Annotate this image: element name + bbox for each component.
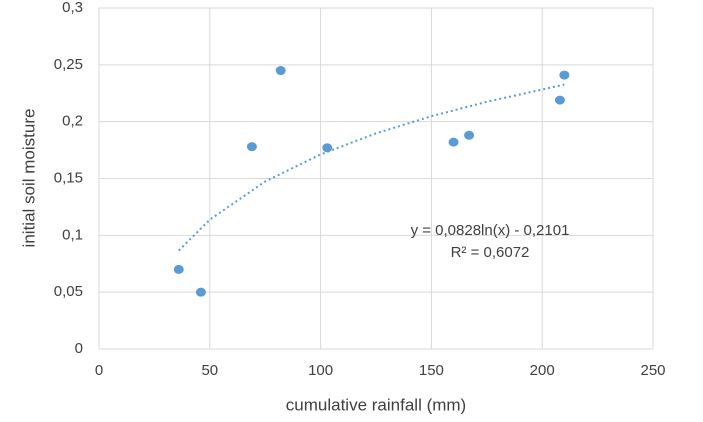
- point: [246, 142, 257, 152]
- point: [554, 95, 565, 105]
- y-tick-label: 0: [75, 340, 83, 357]
- y-tick-label: 0,1: [62, 226, 83, 243]
- x-axis-label: cumulative rainfall (mm): [286, 395, 466, 414]
- x-tick-label: 0: [95, 362, 103, 379]
- point: [275, 66, 286, 76]
- x-tick-label: 50: [201, 362, 218, 379]
- y-tick-label: 0,15: [54, 169, 83, 186]
- point: [173, 264, 184, 274]
- y-tick-label: 0,2: [62, 113, 83, 130]
- trendline: [178, 83, 565, 252]
- point: [322, 143, 333, 153]
- y-tick-label: 0,3: [62, 0, 83, 16]
- point: [195, 287, 206, 297]
- y-axis-label: initial soil moisture: [19, 109, 38, 248]
- y-tick-label: 0,25: [54, 56, 83, 73]
- x-tick-label: 200: [530, 362, 555, 379]
- point: [464, 130, 475, 140]
- point: [559, 70, 570, 80]
- x-tick-label: 150: [419, 362, 444, 379]
- y-tick-label: 0,05: [54, 283, 83, 300]
- trend-r2: R² = 0,6072: [451, 244, 530, 261]
- x-tick-label: 100: [308, 362, 333, 379]
- x-tick-label: 250: [640, 362, 665, 379]
- trend-equation: y = 0,0828ln(x) - 0,2101: [411, 222, 570, 239]
- point: [448, 137, 459, 147]
